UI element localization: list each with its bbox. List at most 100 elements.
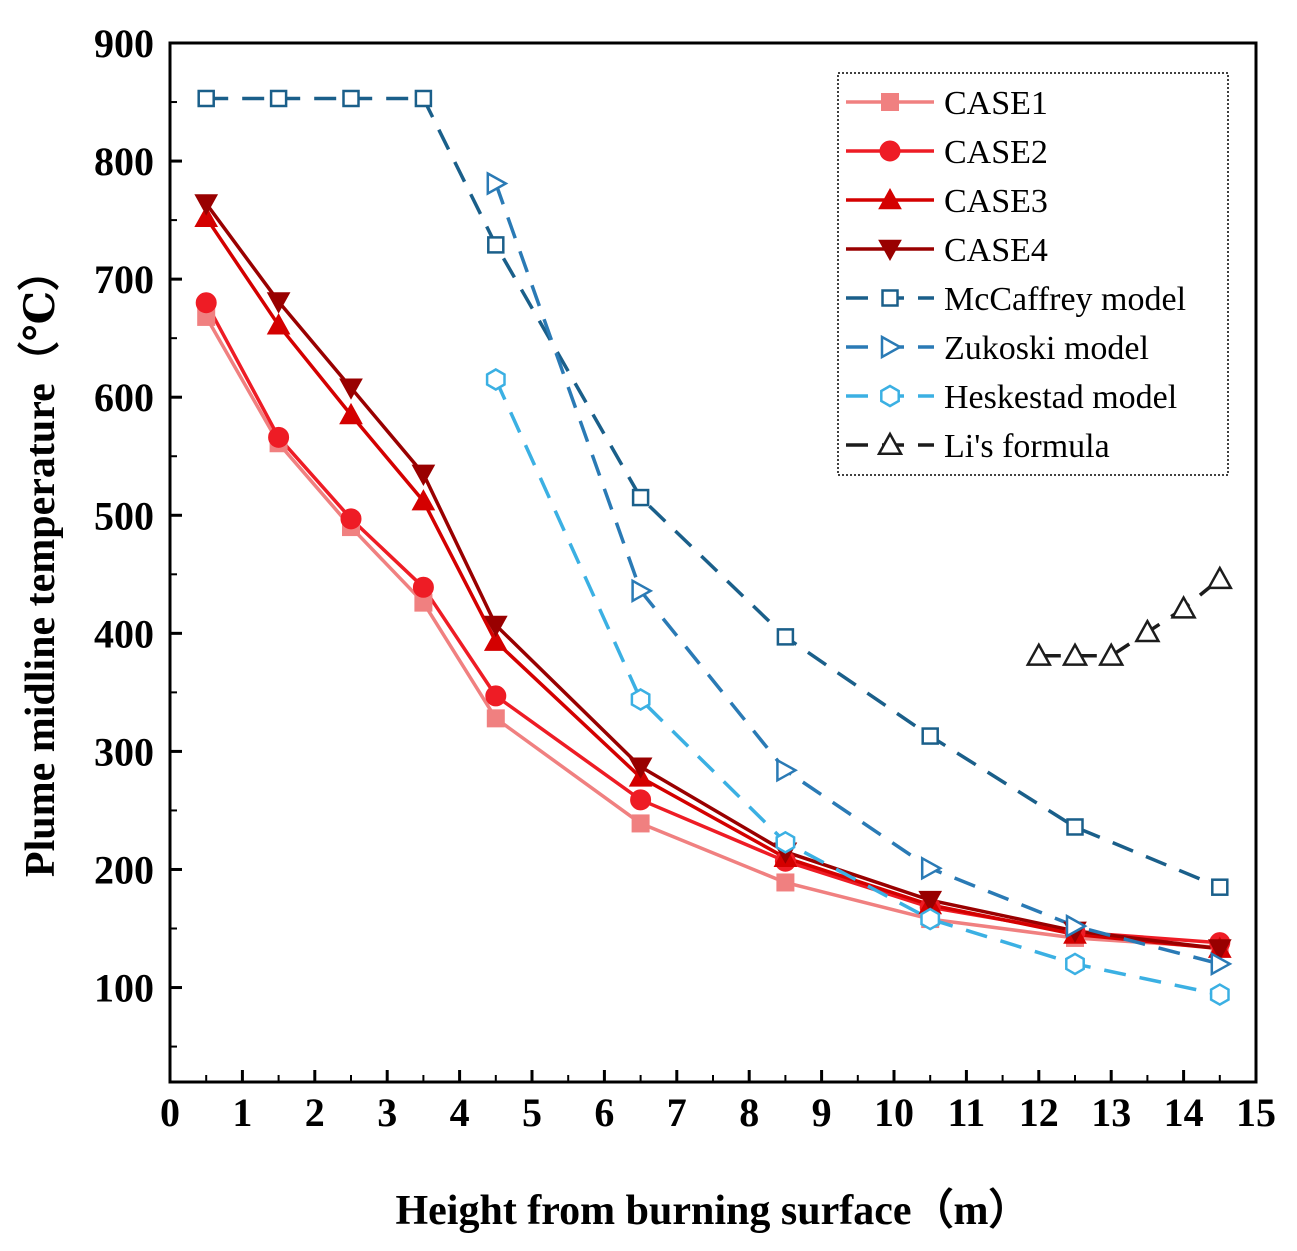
x-tick-label: 3 — [377, 1090, 397, 1135]
data-point-mccaffrey-model — [197, 89, 215, 108]
data-point-case4 — [339, 378, 363, 400]
data-point-case4 — [483, 615, 508, 638]
x-tick-label: 15 — [1236, 1090, 1276, 1135]
data-point-mccaffrey-model — [1211, 878, 1229, 896]
data-point-case3 — [194, 205, 219, 228]
legend-marker — [881, 289, 899, 307]
y-tick-label: 400 — [94, 611, 154, 656]
x-tick-label: 8 — [739, 1090, 759, 1135]
y-tick-label: 100 — [94, 966, 154, 1011]
data-point-case1 — [486, 709, 505, 728]
series-line-case3 — [204, 216, 1220, 951]
x-tick-label: 12 — [1019, 1090, 1059, 1135]
data-point-case3 — [483, 629, 508, 651]
data-point-mccaffrey-model — [921, 727, 939, 745]
data-point-case4 — [918, 890, 943, 913]
data-point-case3 — [266, 313, 291, 335]
legend-marker — [878, 239, 902, 262]
data-point-heskestad-model — [775, 830, 796, 854]
y-tick-label: 900 — [94, 21, 154, 66]
data-point-case1 — [631, 814, 650, 833]
legend-label: CASE3 — [944, 183, 1048, 220]
y-tick-label: 800 — [94, 139, 154, 184]
data-point-li-s-formula — [1170, 594, 1197, 619]
data-point-case2 — [340, 508, 362, 530]
data-point-heskestad-model — [1065, 952, 1085, 976]
series-line-case4 — [204, 202, 1221, 951]
data-point-li-s-formula — [1134, 618, 1161, 643]
legend-label: CASE1 — [944, 85, 1048, 122]
x-tick-label: 11 — [948, 1090, 986, 1135]
legend-label: Heskestad model — [944, 379, 1177, 416]
data-point-zukoski-model — [1210, 951, 1233, 977]
x-tick-label: 6 — [594, 1090, 614, 1135]
y-tick-label: 200 — [94, 847, 154, 892]
data-point-zukoski-model — [486, 171, 509, 196]
data-point-zukoski-model — [920, 856, 943, 881]
legend-label: CASE2 — [944, 134, 1048, 171]
series-line-heskestad-model — [494, 378, 1221, 997]
data-point-heskestad-model — [1209, 983, 1230, 1007]
legend-label: CASE4 — [944, 232, 1048, 269]
data-point-zukoski-model — [776, 758, 798, 783]
x-tick-label: 14 — [1164, 1090, 1204, 1135]
x-tick-label: 5 — [522, 1090, 542, 1135]
data-point-mccaffrey-model — [487, 236, 505, 254]
x-tick-label: 9 — [812, 1090, 832, 1135]
legend-marker — [878, 187, 902, 210]
y-tick-label: 600 — [94, 375, 154, 420]
data-point-mccaffrey-model — [776, 628, 795, 646]
data-point-case1 — [776, 873, 795, 892]
data-point-li-s-formula — [1206, 565, 1233, 590]
legend-box — [837, 72, 1229, 476]
data-point-heskestad-model — [630, 688, 651, 711]
data-point-mccaffrey-model — [414, 89, 433, 108]
x-tick-label: 1 — [232, 1090, 252, 1135]
data-point-case2 — [195, 292, 217, 314]
data-point-case4 — [194, 194, 219, 216]
data-point-case4 — [411, 464, 436, 486]
x-axis-title: Height from burning surface（m） — [395, 1187, 1030, 1234]
data-point-case3 — [339, 402, 363, 425]
legend-label: Li's formula — [944, 428, 1110, 465]
x-tick-label: 10 — [874, 1090, 914, 1135]
data-point-mccaffrey-model — [1066, 818, 1084, 836]
y-axis-title: Plume midline temperature（℃） — [17, 249, 64, 877]
data-point-zukoski-model — [1065, 914, 1088, 939]
data-point-case2 — [485, 685, 507, 707]
data-point-li-s-formula — [1061, 642, 1089, 666]
data-point-mccaffrey-model — [631, 488, 650, 507]
data-point-case4 — [266, 292, 291, 314]
data-point-case2 — [412, 576, 434, 598]
series-line-mccaffrey-model — [206, 96, 1221, 889]
y-tick-label: 300 — [94, 729, 154, 774]
series-layer — [204, 96, 1221, 997]
x-tick-label: 2 — [305, 1090, 325, 1135]
data-point-heskestad-model — [920, 907, 941, 931]
data-point-case2 — [268, 426, 290, 448]
x-tick-label: 4 — [450, 1090, 470, 1135]
data-point-li-s-formula — [1025, 642, 1052, 666]
data-point-case4 — [628, 757, 653, 779]
legend-marker — [879, 140, 901, 162]
y-tick-label: 700 — [94, 257, 154, 302]
axes: 0 1 2 3 4 5 6 7 8 9 10 11 12 13 14 15100200300400500600… — [94, 21, 1276, 1135]
legend-marker — [876, 431, 904, 456]
data-point-mccaffrey-model — [269, 89, 288, 108]
data-point-case3 — [411, 489, 436, 511]
data-point-li-s-formula — [1098, 642, 1125, 666]
y-tick-label: 500 — [94, 493, 154, 538]
legend-marker — [880, 384, 900, 408]
legend-label: McCaffrey model — [944, 281, 1186, 318]
data-point-case4 — [1207, 939, 1232, 961]
legend-marker — [881, 93, 899, 111]
data-point-heskestad-model — [485, 368, 506, 391]
x-tick-label: 0 — [160, 1090, 180, 1135]
marker-layer — [194, 89, 1233, 1007]
data-point-zukoski-model — [631, 578, 654, 603]
series-line-zukoski-model — [494, 182, 1221, 966]
legend-marker — [880, 334, 903, 360]
x-tick-label: 13 — [1091, 1090, 1131, 1135]
series-line-case1 — [204, 316, 1220, 950]
